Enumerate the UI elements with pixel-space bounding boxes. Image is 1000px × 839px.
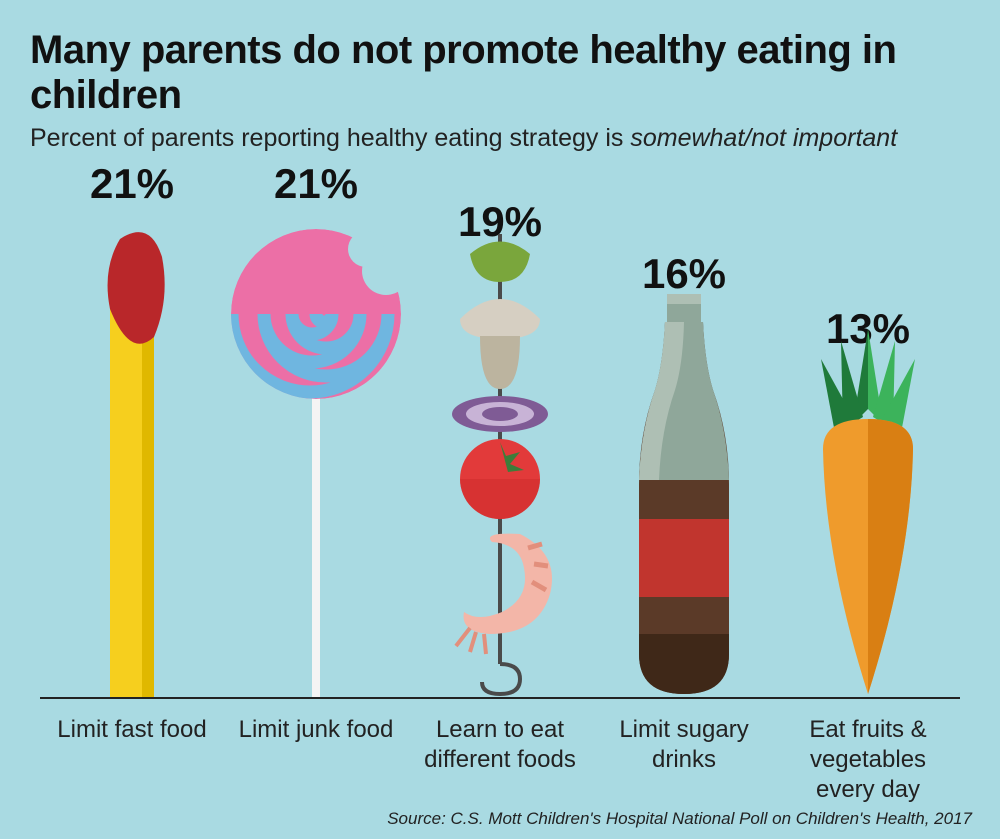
col-fast-food: 21%	[40, 160, 224, 699]
chart-area: 21% 21%	[40, 160, 960, 699]
chart-columns: 21% 21%	[40, 160, 960, 699]
label-sugary-drinks: Limit sugary drinks	[592, 709, 776, 799]
label-fruits-veg: Eat fruits & vegetables every day	[776, 709, 960, 799]
label-different-foods: Learn to eat different foods	[408, 709, 592, 799]
chart-title: Many parents do not promote healthy eati…	[0, 0, 1000, 124]
chart-baseline	[40, 697, 960, 699]
label-junk-food: Limit junk food	[224, 709, 408, 799]
x-labels: Limit fast food Limit junk food Learn to…	[40, 709, 960, 799]
value-fast-food: 21%	[40, 160, 224, 208]
value-sugary-drinks: 16%	[592, 250, 776, 298]
chart-subtitle: Percent of parents reporting healthy eat…	[0, 124, 1000, 153]
source-text: Source: C.S. Mott Children's Hospital Na…	[387, 809, 972, 829]
soda-icon	[592, 294, 776, 699]
col-junk-food: 21%	[224, 160, 408, 699]
subtitle-emph: somewhat/not important	[630, 124, 897, 152]
skewer-icon	[408, 224, 592, 699]
subtitle-text: Percent of parents reporting healthy eat…	[30, 124, 630, 152]
lollipop-icon	[224, 219, 408, 699]
col-sugary-drinks: 16%	[592, 160, 776, 699]
fries-icon	[40, 219, 224, 699]
value-junk-food: 21%	[224, 160, 408, 208]
col-different-foods: 19%	[408, 160, 592, 699]
label-fast-food: Limit fast food	[40, 709, 224, 799]
carrot-icon	[776, 329, 960, 699]
col-fruits-veg: 13%	[776, 160, 960, 699]
